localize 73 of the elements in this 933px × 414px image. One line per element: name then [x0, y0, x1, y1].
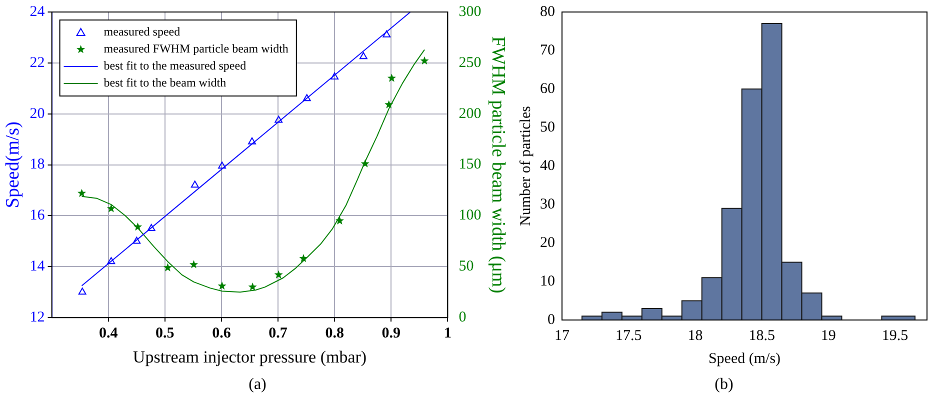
point	[189, 260, 198, 268]
x-tick-label: 17.5	[615, 328, 642, 344]
point	[302, 94, 311, 102]
y-tick-label: 80	[540, 4, 555, 20]
y2-tick-label: 150	[458, 156, 482, 173]
point	[248, 282, 257, 291]
y-tick-label: 12	[30, 310, 45, 326]
x-tick-label: 0.5	[156, 325, 174, 342]
x-tick-label: 0.7	[268, 325, 288, 342]
x-axis-title: Speed (m/s)	[708, 350, 781, 367]
legend-label: best fit to the measured speed	[104, 58, 246, 73]
y-axis-title: Speed(m/s)	[2, 122, 24, 208]
legend-label: best fit to the beam width	[104, 76, 226, 90]
y-tick-label: 70	[540, 42, 555, 58]
point	[107, 257, 116, 264]
point	[335, 216, 344, 224]
y-tick-label: 20	[540, 234, 555, 251]
x-tick-label: 18.5	[748, 328, 775, 344]
point	[274, 270, 283, 278]
y-tick-label: 10	[540, 273, 555, 290]
x-tick-label: 1	[444, 325, 452, 342]
y-tick-label: 50	[540, 119, 555, 136]
point	[218, 162, 226, 169]
y2-tick-label: 250	[458, 54, 482, 71]
point	[77, 188, 86, 197]
y2-tick-label: 200	[458, 106, 482, 122]
x-tick-label: 0.8	[325, 325, 344, 342]
y-tick-label: 30	[540, 196, 555, 212]
y-tick-label: 24	[30, 4, 46, 20]
point	[248, 137, 256, 144]
y-axis-title: Number of particles	[518, 106, 534, 226]
x-tick-label: 0.4	[98, 325, 118, 342]
legend-label: measured FWHM particle beam width	[104, 42, 288, 56]
x-tick-label: 0.9	[382, 325, 401, 342]
point	[218, 282, 226, 290]
point	[330, 72, 339, 80]
text: (a)	[248, 376, 266, 394]
y-tick-label: 16	[30, 208, 46, 224]
point	[190, 180, 199, 188]
text: (b)	[714, 376, 734, 394]
point	[382, 30, 391, 38]
x-tick-label: 17	[554, 328, 570, 344]
point	[78, 288, 86, 295]
point	[133, 222, 142, 231]
point	[387, 74, 396, 82]
y-tick-label: 60	[540, 80, 555, 97]
y2-axis-title: FWHM particle beam width (μm)	[488, 36, 509, 294]
point	[384, 100, 394, 108]
y-tick-label: 14	[30, 258, 46, 275]
point	[132, 236, 141, 244]
x-tick-label: 0.6	[212, 325, 232, 342]
x-tick-label: 19.5	[882, 328, 908, 344]
point	[360, 159, 370, 168]
y-tick-label: 20	[30, 106, 45, 122]
y-tick-label: 0	[548, 312, 555, 328]
point	[163, 263, 172, 272]
y-tick-label: 40	[540, 158, 555, 174]
y2-tick-label: 0	[458, 310, 466, 326]
point	[299, 254, 308, 262]
y2-tick-label: 50	[458, 258, 474, 275]
y-tick-label: 18	[30, 156, 45, 173]
point	[147, 224, 156, 231]
point	[106, 204, 116, 212]
point	[359, 52, 368, 60]
y2-tick-label: 300	[458, 4, 482, 20]
x-tick-label: 18	[688, 328, 703, 344]
x-axis-title: Upstream injector pressure (mbar)	[132, 347, 367, 366]
x-tick-label: 19	[820, 328, 836, 344]
y2-tick-label: 100	[458, 208, 482, 224]
legend-label: measured speed	[104, 24, 180, 39]
point	[274, 116, 283, 123]
point	[420, 56, 429, 65]
y-tick-label: 22	[30, 54, 45, 71]
